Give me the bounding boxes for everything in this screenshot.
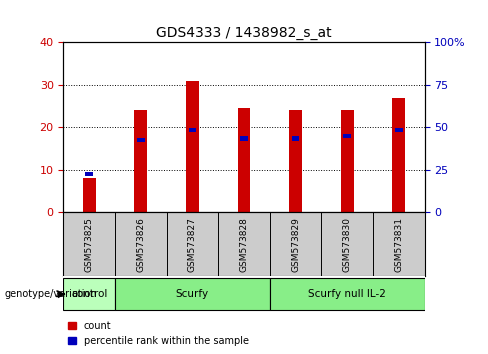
Bar	[395, 128, 403, 132]
Text: control: control	[71, 289, 107, 299]
Text: GSM573826: GSM573826	[136, 217, 145, 272]
Bar	[134, 110, 147, 212]
Bar	[240, 136, 248, 141]
Bar	[188, 128, 196, 132]
Bar	[344, 134, 351, 138]
Bar	[238, 108, 250, 212]
Bar	[63, 278, 115, 310]
Text: GSM573831: GSM573831	[394, 217, 403, 272]
Bar	[270, 278, 425, 310]
Bar	[115, 278, 270, 310]
Text: Scurfy: Scurfy	[176, 289, 209, 299]
Text: Scurfy null IL-2: Scurfy null IL-2	[308, 289, 386, 299]
Text: GSM573828: GSM573828	[240, 217, 248, 272]
Bar	[289, 110, 302, 212]
Text: genotype/variation: genotype/variation	[5, 289, 98, 299]
Text: GSM573827: GSM573827	[188, 217, 197, 272]
Bar	[137, 138, 145, 142]
Title: GDS4333 / 1438982_s_at: GDS4333 / 1438982_s_at	[156, 26, 332, 40]
Bar	[292, 136, 300, 141]
Bar	[186, 81, 199, 212]
Text: ▶: ▶	[58, 289, 65, 299]
Text: GSM573825: GSM573825	[85, 217, 94, 272]
Bar	[341, 110, 354, 212]
Bar	[85, 172, 93, 176]
Bar	[83, 178, 96, 212]
Text: GSM573829: GSM573829	[291, 217, 300, 272]
Legend: count, percentile rank within the sample: count, percentile rank within the sample	[68, 321, 249, 346]
Bar	[392, 98, 405, 212]
Text: GSM573830: GSM573830	[343, 217, 352, 272]
